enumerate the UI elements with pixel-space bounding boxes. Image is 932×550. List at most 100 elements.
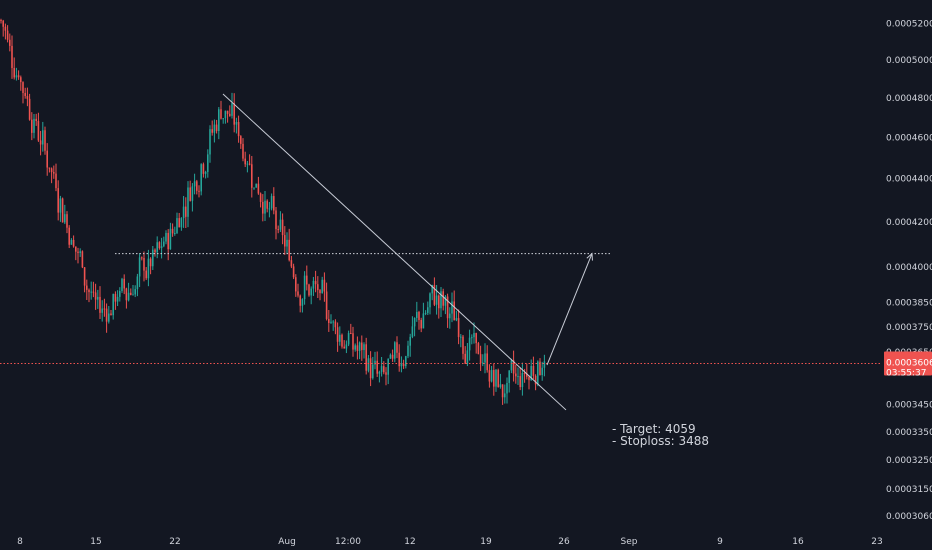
- y-tick-label: 0.0005000: [886, 56, 932, 66]
- candle-body: [334, 321, 337, 328]
- candle-body: [440, 291, 442, 309]
- candle-body: [356, 345, 359, 351]
- candle-body: [231, 103, 233, 116]
- candle-body: [343, 346, 345, 349]
- candle-body: [66, 214, 68, 228]
- current-price-tag: [884, 351, 932, 376]
- candle-body: [323, 279, 326, 292]
- candle-body: [297, 291, 299, 296]
- candle-body: [295, 277, 297, 292]
- candle-body: [251, 164, 253, 188]
- candle-body: [515, 373, 517, 377]
- candle-body: [490, 370, 493, 382]
- x-axis[interactable]: 8 15 22 Aug 12:00 12 19 26 Sep 9 16 23: [17, 537, 883, 547]
- candle-body: [537, 361, 539, 385]
- candle-body: [442, 291, 444, 306]
- candle-body: [0, 20, 2, 21]
- candle-body: [101, 308, 103, 313]
- candle-body: [306, 275, 308, 285]
- candle-body: [464, 353, 466, 364]
- candle-body: [143, 258, 145, 271]
- candle-body: [112, 293, 114, 316]
- candle-body: [462, 336, 464, 354]
- candle-body: [9, 39, 11, 46]
- x-tick-label: 26: [558, 537, 570, 547]
- candle-body: [165, 232, 167, 242]
- candle-body: [288, 239, 290, 261]
- candle-body: [207, 154, 209, 172]
- candle-body: [28, 98, 31, 120]
- candle-body: [253, 187, 255, 189]
- candle-body: [15, 75, 18, 78]
- candle-body: [330, 321, 332, 323]
- candle-body: [255, 183, 257, 188]
- candle-body: [336, 327, 339, 342]
- candle-body: [108, 313, 110, 322]
- arrow-head: [586, 252, 593, 261]
- y-tick-label: 0.0003850: [886, 299, 932, 309]
- candle-body: [328, 318, 330, 323]
- candle-body: [501, 384, 504, 398]
- candle-body: [341, 334, 343, 347]
- candle-body: [413, 317, 416, 327]
- candle-body: [420, 319, 422, 329]
- current-price-label: 0.0003606: [886, 358, 932, 368]
- candle-body: [482, 362, 484, 364]
- x-tick-label: Aug: [278, 537, 296, 547]
- candle-body: [77, 251, 79, 253]
- candle-body: [301, 299, 304, 306]
- candle-body: [53, 172, 55, 174]
- candle-body: [105, 308, 108, 322]
- candle-body: [167, 232, 169, 250]
- x-tick-label: 12:00: [335, 537, 361, 547]
- candle-body: [86, 285, 88, 290]
- candle-body: [460, 336, 462, 338]
- candle-body: [24, 93, 26, 97]
- candle-body: [50, 168, 53, 173]
- candle-body: [229, 113, 231, 116]
- candle-body: [495, 369, 497, 387]
- candle-body: [374, 360, 376, 365]
- candle-body: [363, 344, 365, 351]
- y-tick-label: 0.0004400: [886, 175, 932, 185]
- y-axis[interactable]: 0.0005200 0.0005000 0.0004800 0.0004600 0.00…: [884, 20, 932, 522]
- candle-body: [521, 372, 524, 388]
- candle-body: [59, 198, 62, 213]
- candles-group: [0, 18, 546, 405]
- x-tick-label: 9: [717, 537, 723, 547]
- candle-body: [361, 342, 363, 351]
- candle-body: [422, 313, 425, 329]
- candle-body: [97, 296, 99, 300]
- y-tick-label: 0.0005200: [886, 20, 932, 30]
- candle-body: [473, 333, 475, 338]
- candle-body: [158, 242, 161, 249]
- candle-body: [94, 292, 97, 300]
- candle-body: [237, 122, 240, 137]
- trendline[interactable]: [222, 93, 567, 411]
- candle-body: [367, 358, 370, 371]
- candle-body: [380, 366, 383, 372]
- candle-body: [266, 200, 268, 209]
- candle-body: [444, 296, 447, 306]
- candle-body: [477, 343, 480, 355]
- candle-body: [281, 219, 284, 236]
- projection-arrow[interactable]: [546, 253, 593, 366]
- candle-body: [72, 239, 75, 247]
- candle-body: [68, 227, 70, 245]
- candle-body: [116, 296, 119, 302]
- candle-body: [468, 337, 471, 351]
- candle-body: [121, 278, 123, 291]
- candle-body: [75, 246, 77, 252]
- candle-body: [310, 288, 312, 296]
- stoploss-annotation: - Stoploss: 3488: [612, 434, 709, 448]
- candle-body: [325, 291, 328, 319]
- candle-body: [418, 312, 420, 320]
- candle-body: [99, 296, 101, 313]
- candle-body: [292, 266, 295, 278]
- candle-body: [319, 290, 321, 294]
- candle-body: [246, 163, 249, 165]
- x-tick-label: 23: [871, 537, 882, 547]
- candle-body: [4, 26, 7, 31]
